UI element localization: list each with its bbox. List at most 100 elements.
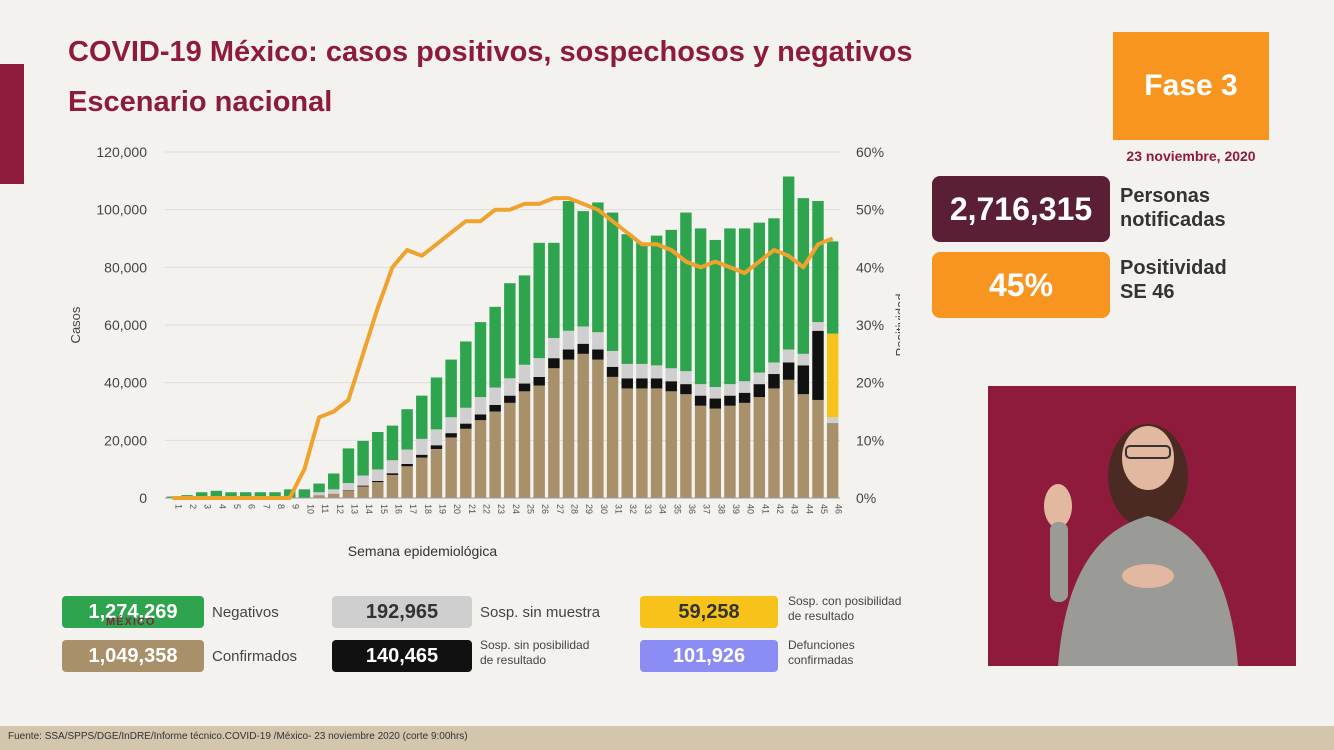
bar-segment bbox=[489, 306, 501, 388]
bar-segment bbox=[592, 202, 604, 333]
x-axis-title: Semana epidemiológica bbox=[348, 543, 498, 559]
x-tick-label: 8 bbox=[276, 504, 286, 509]
x-tick-label: 1 bbox=[173, 504, 183, 509]
bar-segment bbox=[372, 469, 384, 481]
bar-segment bbox=[709, 239, 721, 387]
bar-segment bbox=[724, 395, 736, 406]
legend-confirmados-value: 1,049,358 bbox=[62, 640, 204, 672]
legend-con-posibilidad-line2: de resultado bbox=[788, 609, 855, 623]
x-tick-label: 34 bbox=[658, 504, 668, 514]
bar-segment bbox=[826, 333, 839, 418]
bar-segment bbox=[445, 417, 457, 434]
bar-segment bbox=[474, 397, 487, 415]
bar-segment bbox=[680, 384, 692, 395]
x-tick-label: 3 bbox=[203, 504, 213, 509]
stacked-bar-chart: 0 20,000 40,000 60,000 80,000 100,000 120,000 0… bbox=[68, 144, 900, 559]
bar-segment bbox=[621, 363, 633, 379]
x-tick-label: 32 bbox=[628, 504, 638, 514]
bar-segment bbox=[239, 492, 252, 498]
x-tick-label: 31 bbox=[614, 504, 624, 514]
kpi-positivity-label: Positividad SE 46 bbox=[1120, 256, 1227, 304]
y2-tick-label: 10% bbox=[856, 432, 884, 448]
kpi-notified-value: 2,716,315 bbox=[932, 176, 1110, 242]
x-tick-label: 36 bbox=[687, 504, 697, 514]
bar-segment bbox=[504, 283, 516, 379]
kpi-notified-label: Personas notificadas bbox=[1120, 184, 1226, 232]
bar-segment bbox=[782, 349, 795, 363]
bar-segment bbox=[548, 358, 560, 369]
x-tick-label: 17 bbox=[408, 504, 418, 514]
bar-segment bbox=[724, 228, 736, 385]
bar-segment bbox=[724, 384, 736, 396]
bar-segment bbox=[562, 349, 575, 360]
bar-segment bbox=[650, 388, 663, 498]
bar-segment bbox=[768, 388, 780, 498]
bar-segment bbox=[357, 440, 369, 476]
bar-segment bbox=[416, 454, 428, 458]
bar-segment bbox=[724, 405, 736, 498]
bar-segment bbox=[548, 337, 560, 359]
bar-segment bbox=[342, 490, 355, 491]
bar-segment bbox=[430, 448, 443, 498]
bar-segment bbox=[313, 492, 325, 496]
bar-segment bbox=[768, 218, 780, 363]
legend-sin-muestra-label: Sosp. sin muestra bbox=[480, 604, 601, 621]
bar-segment bbox=[518, 383, 531, 392]
x-tick-label: 30 bbox=[599, 504, 609, 514]
bar-segment bbox=[782, 176, 795, 350]
bar-segment bbox=[606, 366, 619, 377]
x-tick-label: 27 bbox=[555, 504, 565, 514]
bar-segment bbox=[812, 201, 824, 323]
bar-segment bbox=[342, 448, 355, 484]
bar-segment bbox=[665, 381, 677, 392]
interpreter-video bbox=[988, 386, 1296, 666]
bar-segment bbox=[738, 402, 751, 498]
x-tick-label: 5 bbox=[232, 504, 242, 509]
bar-segment bbox=[416, 395, 428, 439]
legend-sin-posibilidad-line1: Sosp. sin posibilidad bbox=[480, 638, 590, 652]
footer: Fuente: SSA/SPPS/DGE/InDRE/Informe técni… bbox=[0, 726, 1334, 750]
bar-segment bbox=[738, 381, 751, 393]
side-accent-bar bbox=[0, 64, 24, 184]
x-tick-label: 39 bbox=[731, 504, 741, 514]
legend-sin-posibilidad-label: Sosp. sin posibilidad de resultado bbox=[480, 638, 589, 668]
bar-segment bbox=[709, 386, 721, 399]
legend-defunciones-value: 101,926 bbox=[640, 640, 778, 672]
legend-sin-posibilidad-line2: de resultado bbox=[480, 653, 547, 667]
legend-negativos-label: Negativos bbox=[212, 604, 279, 621]
bar-segment bbox=[812, 330, 824, 400]
kpi-notified-label-line2: notificadas bbox=[1120, 209, 1226, 231]
legend-con-posibilidad-label: Sosp. con posibilidad de resultado bbox=[788, 594, 901, 624]
bar-segment bbox=[445, 437, 457, 498]
bar-segment bbox=[386, 425, 399, 461]
bar-segment bbox=[577, 343, 589, 354]
bar-segment bbox=[269, 492, 281, 498]
y-tick-label: 100,000 bbox=[96, 202, 147, 218]
y-axis-title: Casos bbox=[68, 306, 83, 343]
bar-segment bbox=[826, 423, 839, 498]
bar-segment bbox=[562, 359, 575, 498]
y2-axis-title: Positividad bbox=[893, 294, 900, 357]
bar-segment bbox=[401, 409, 413, 450]
x-tick-label: 25 bbox=[526, 504, 536, 514]
y2-tick-label: 60% bbox=[856, 144, 884, 160]
bar-segment bbox=[812, 399, 824, 498]
x-tick-label: 7 bbox=[261, 504, 271, 509]
bar-segment bbox=[768, 374, 780, 389]
x-tick-label: 10 bbox=[305, 504, 315, 514]
bar-segment bbox=[753, 397, 766, 498]
x-tick-label: 18 bbox=[423, 504, 433, 514]
bar-segment bbox=[504, 378, 516, 396]
bar-segment bbox=[430, 377, 443, 430]
kpi-positivity-value: 45% bbox=[932, 252, 1110, 318]
bar-segment bbox=[797, 198, 810, 354]
bar-segment bbox=[738, 228, 751, 382]
x-tick-label: 37 bbox=[702, 504, 712, 514]
bar-segment bbox=[533, 376, 545, 386]
x-tick-label: 11 bbox=[320, 504, 330, 513]
bar-segment bbox=[401, 449, 413, 464]
kpi-notified-label-line1: Personas bbox=[1120, 185, 1211, 207]
bar-segment bbox=[254, 492, 267, 498]
x-tick-label: 23 bbox=[496, 504, 506, 514]
bar-segment bbox=[533, 242, 545, 359]
